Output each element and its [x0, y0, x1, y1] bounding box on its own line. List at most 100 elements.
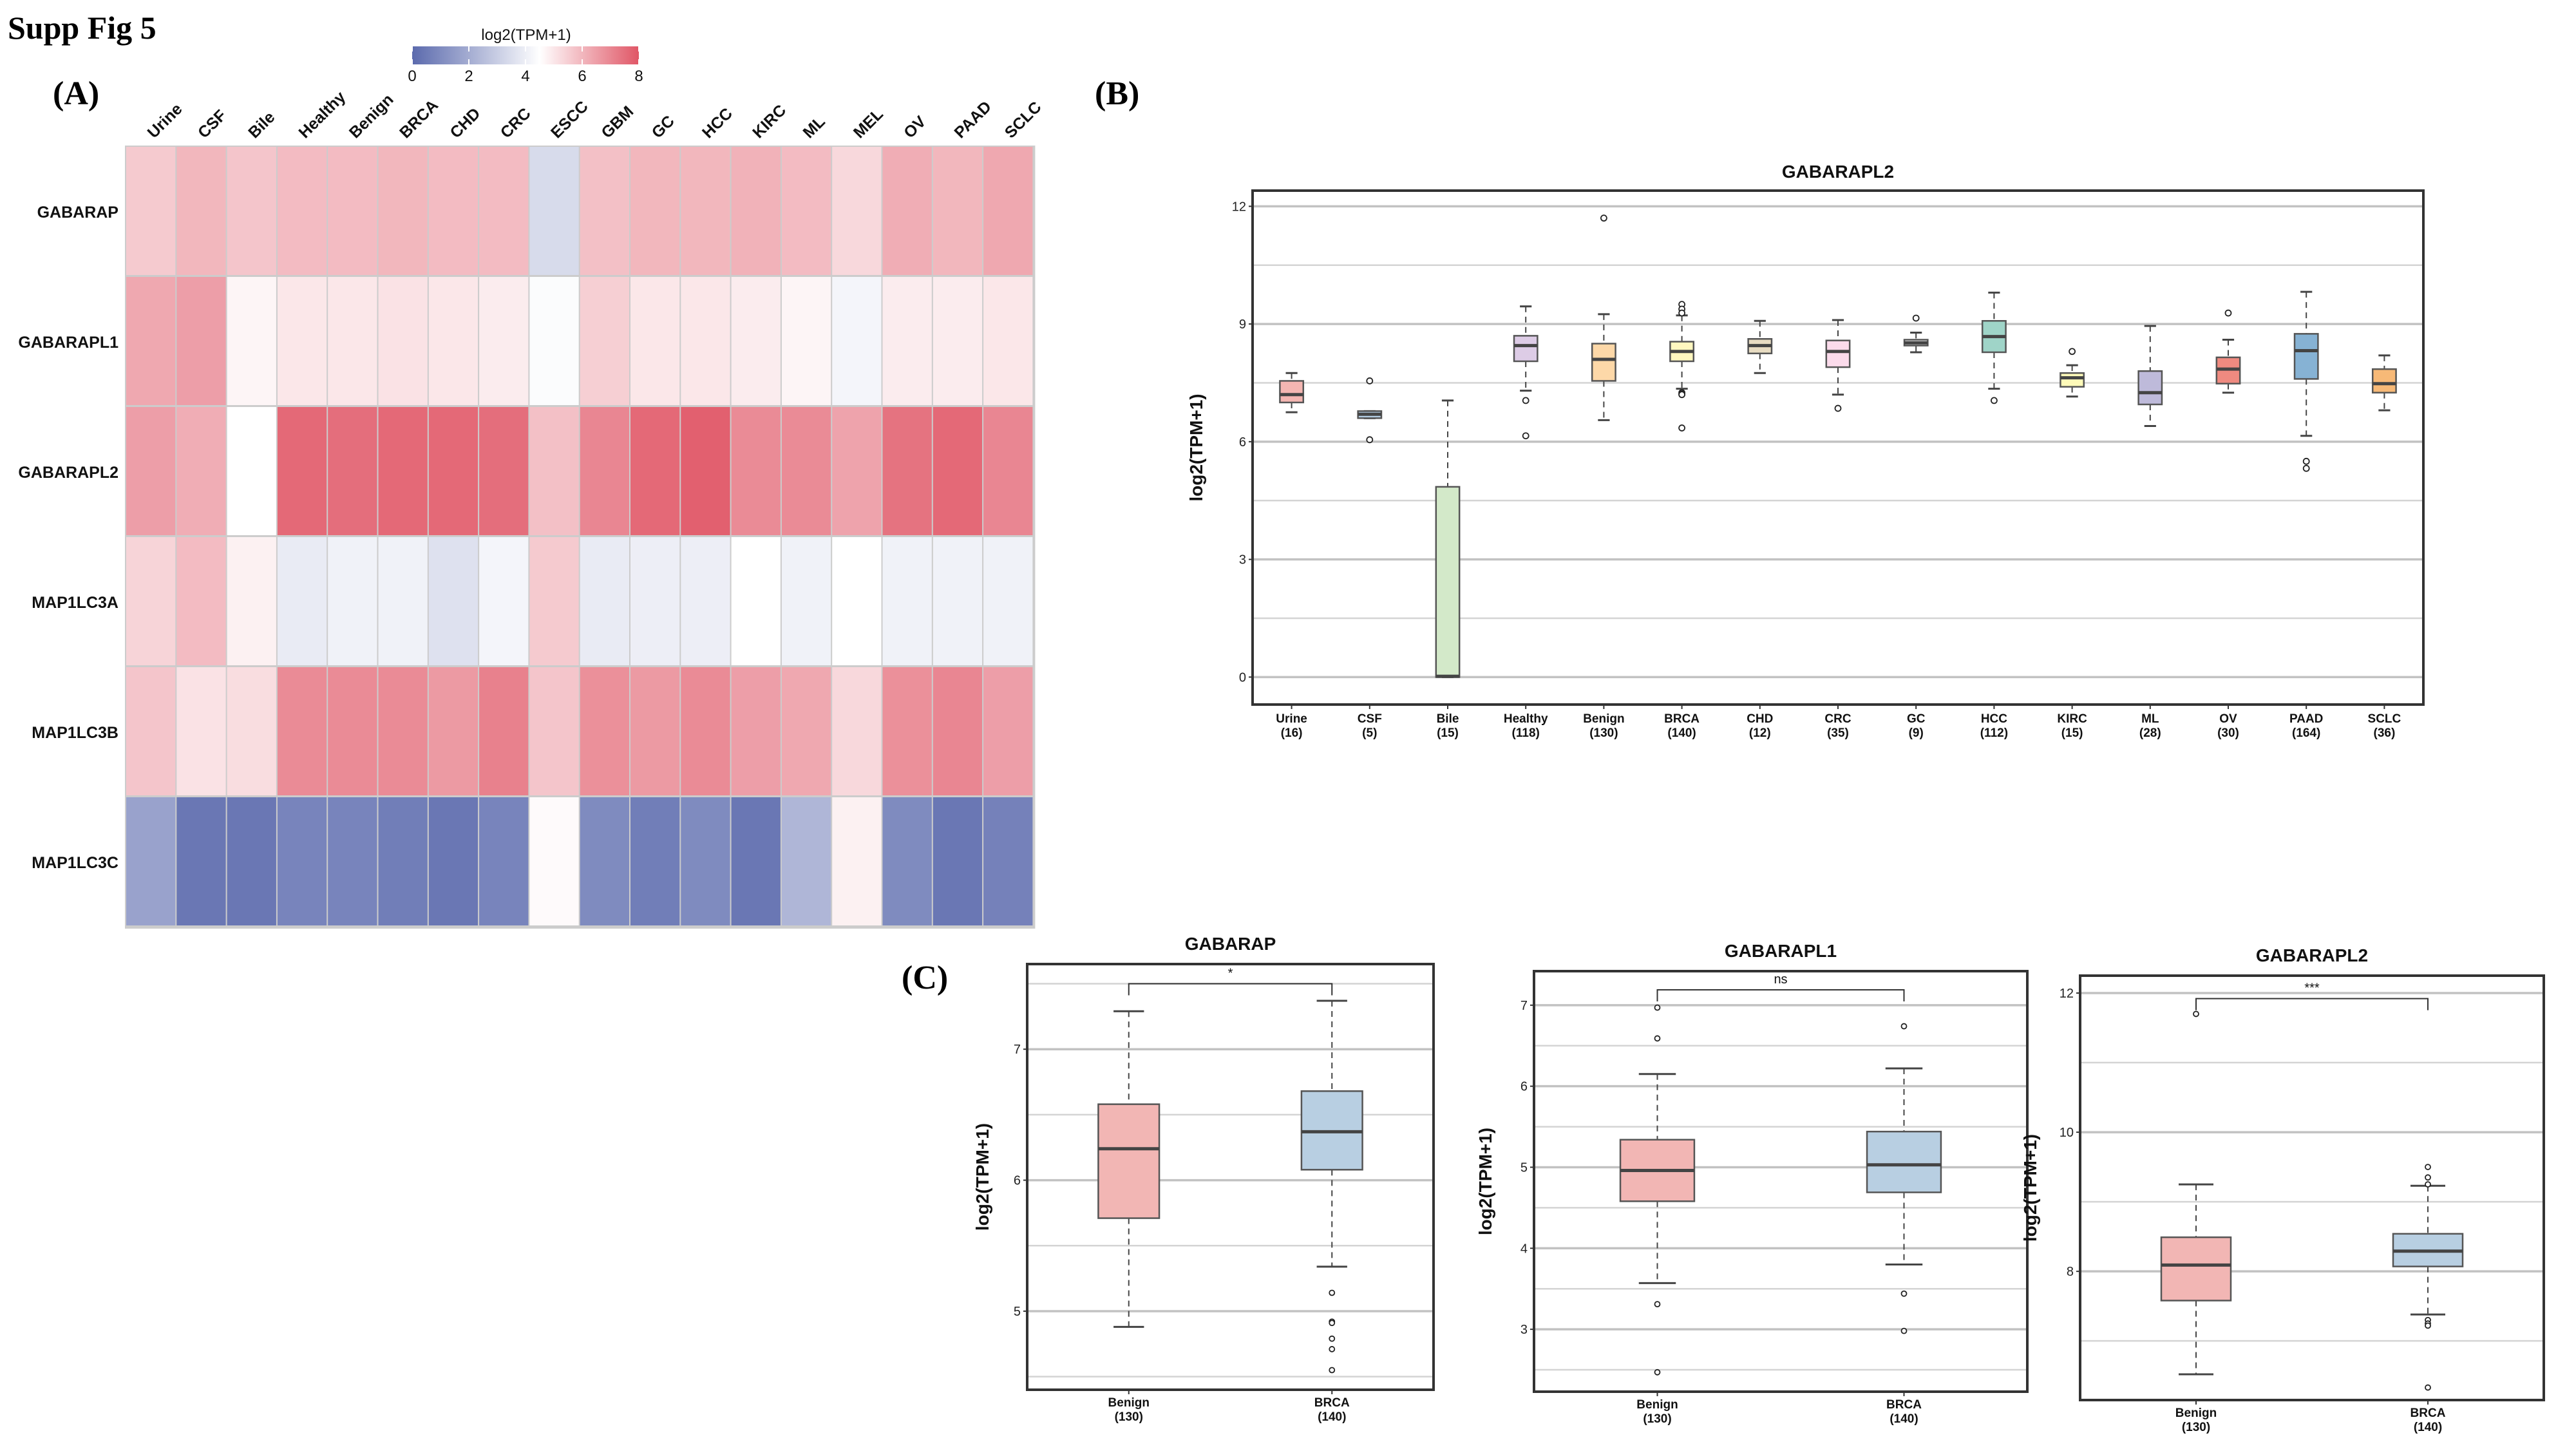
heatmap-cell: [176, 147, 226, 275]
heatmap-cell: [479, 407, 529, 535]
heatmap-row-label: MAP1LC3B: [32, 724, 118, 742]
outlier-point: [1329, 1367, 1336, 1374]
heatmap-cell: [126, 407, 176, 535]
heatmap-column-label: Healthy: [295, 88, 349, 142]
heatmap-column-label: Benign: [346, 91, 397, 142]
heatmap-cell: [328, 537, 377, 665]
box-group-csf: CSF(5): [1357, 377, 1383, 740]
heatmap-cell: [378, 407, 428, 535]
significance-label: ns: [1774, 972, 1787, 987]
significance-label: *: [1228, 967, 1233, 981]
heatmap-cell: [832, 667, 882, 795]
y-tick-label: 7: [1520, 999, 1528, 1013]
heatmap-cell: [428, 797, 478, 925]
heatmap-cell: [277, 537, 327, 665]
y-axis-title: log2(TPM+1): [1186, 393, 1206, 501]
x-category-count: (15): [1437, 726, 1459, 740]
box-group-kirc: KIRC(15): [2057, 348, 2087, 740]
x-category-count: (9): [1909, 726, 1924, 740]
outlier-point: [1329, 1346, 1336, 1352]
heatmap-cell: [126, 147, 176, 275]
boxplot-panel-c-gabarap: 5 6 7 GABARAP log2(TPM+1) Benign(130) BRCA(140…: [972, 934, 1435, 1424]
plot-background: [1534, 971, 2027, 1392]
box-group-chd: CHD(12): [1747, 319, 1773, 740]
heatmap-cell: [832, 277, 882, 405]
x-category-count: (30): [2217, 726, 2239, 740]
x-category-label: SCLC: [2368, 712, 2401, 726]
box-iqr: [1513, 335, 1539, 363]
x-category-count: (35): [1827, 726, 1849, 740]
x-category-label: Benign: [1636, 1398, 1678, 1412]
x-category-count: (118): [1512, 726, 1540, 740]
heatmap-cell: [529, 537, 579, 665]
x-category-count: (5): [1362, 726, 1377, 740]
outlier-point: [2224, 309, 2232, 317]
box-group-paad: PAAD(164): [2289, 290, 2323, 740]
heatmap-cell: [983, 147, 1033, 275]
heatmap-column-label: HCC: [699, 104, 736, 142]
x-category-label: ML: [2141, 712, 2159, 726]
box-group-brca: BRCA(140): [1866, 1023, 1942, 1426]
box-group-ov: OV(30): [2215, 309, 2241, 740]
heatmap-column-label: OV: [900, 113, 930, 142]
heatmap-cell: [126, 667, 176, 795]
heatmap-row-label: GABARAPL2: [18, 464, 118, 482]
box-group-sclc: SCLC(36): [2368, 354, 2401, 740]
plot-title: GABARAPL2: [1782, 162, 1894, 182]
heatmap-cell: [328, 147, 377, 275]
heatmap-row-label: MAP1LC3C: [32, 854, 118, 872]
heatmap-column-label: ESCC: [547, 97, 592, 142]
heatmap-cell: [882, 797, 932, 925]
y-tick-label: 3: [1520, 1323, 1528, 1337]
box-iqr: [2371, 368, 2397, 393]
x-category-label: CHD: [1747, 712, 1773, 726]
figure-title: Supp Fig 5: [8, 10, 156, 46]
y-axis-title: log2(TPM+1): [2020, 1134, 2040, 1242]
heatmap-cell: [529, 407, 579, 535]
heatmap-column-label: Bile: [245, 108, 278, 142]
heatmap-cell: [328, 277, 377, 405]
heatmap-row-label: GABARAP: [37, 204, 118, 222]
x-category-count: (140): [1667, 726, 1696, 740]
box-group-brca: BRCA(140): [1300, 999, 1363, 1424]
y-tick-label: 6: [1014, 1174, 1021, 1188]
x-category-label: Healthy: [1504, 712, 1548, 726]
panel-label-a: (A): [53, 75, 99, 112]
outlier-point: [1329, 1289, 1336, 1296]
outlier-point: [1678, 309, 1686, 317]
heatmap-cell: [176, 407, 226, 535]
outlier-point: [1678, 424, 1686, 431]
heatmap-cell: [378, 797, 428, 925]
box-iqr: [1279, 380, 1305, 404]
heatmap-cell: [681, 537, 730, 665]
heatmap-cell: [630, 537, 680, 665]
boxplot-panel-b: 0 3 6 9 12 GABARAPL2 log2(TPM+1) Urine(16) CSF(5…: [1186, 162, 2425, 740]
heatmap-cell: [227, 667, 276, 795]
heatmap-cell: [630, 797, 680, 925]
heatmap-cell: [277, 667, 327, 795]
heatmap-cell: [126, 277, 176, 405]
heatmap-cell: [580, 667, 629, 795]
heatmap-cell: [428, 147, 478, 275]
heatmap-cell: [529, 147, 579, 275]
outlier-point: [1900, 1023, 1908, 1030]
heatmap-cell: [328, 407, 377, 535]
heatmap-column-label: CHD: [446, 104, 484, 142]
outlier-point: [2069, 348, 2076, 355]
x-category-label: Benign: [2175, 1406, 2217, 1420]
y-tick-label: 3: [1239, 553, 1246, 567]
x-category-count: (36): [2374, 726, 2396, 740]
heatmap-cell: [428, 277, 478, 405]
x-category-count: (28): [2139, 726, 2161, 740]
x-category-count: (130): [2182, 1421, 2210, 1434]
heatmap-cell: [428, 667, 478, 795]
plot-frame: [2079, 974, 2545, 1401]
plot-frame: [1026, 963, 1435, 1391]
heatmap-cell: [277, 277, 327, 405]
box-iqr: [2160, 1236, 2232, 1302]
plot-title: GABARAPL1: [1725, 941, 1837, 961]
heatmap-column-label: SCLC: [1001, 98, 1045, 142]
x-category-count: (140): [2414, 1421, 2442, 1434]
heatmap-cell: [176, 797, 226, 925]
outlier-point: [1900, 1290, 1908, 1297]
